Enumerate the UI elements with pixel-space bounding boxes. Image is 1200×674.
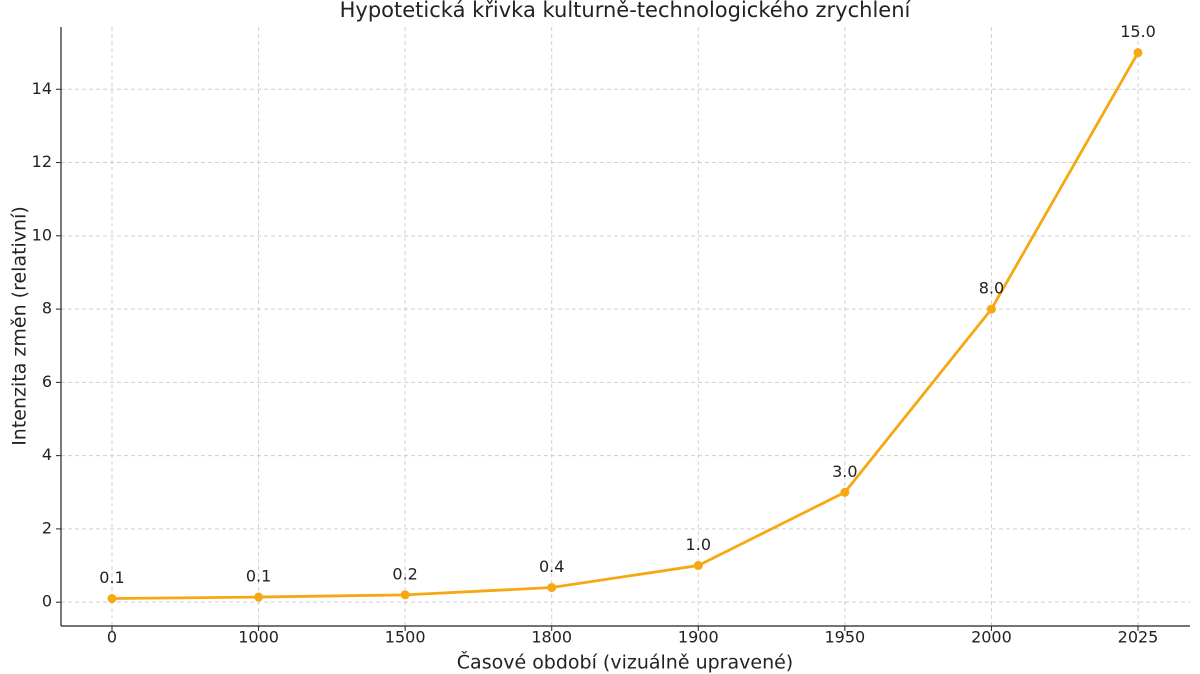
data-label: 3.0 [832, 462, 857, 481]
chart-title: Hypotetická křivka kulturně-technologick… [340, 0, 912, 22]
data-label: 8.0 [979, 279, 1004, 298]
y-tick-label: 2 [42, 518, 52, 537]
x-tick-label: 1800 [531, 628, 572, 647]
y-axis-label: Intenzita změn (relativní) [9, 206, 31, 446]
point [254, 592, 264, 602]
y-tick-label: 12 [32, 152, 52, 171]
point [107, 594, 117, 604]
y-tick-label: 14 [32, 79, 52, 98]
x-axis-label: Časové období (vizuálně upravené) [457, 650, 793, 674]
data-label: 0.2 [392, 564, 417, 583]
y-tick-label: 4 [42, 445, 52, 464]
point [986, 304, 996, 314]
data-label: 0.1 [99, 568, 124, 587]
x-tick-label: 2000 [971, 628, 1012, 647]
y-tick-label: 10 [32, 225, 52, 244]
y-tick-label: 0 [42, 592, 52, 611]
x-tick-label: 2025 [1118, 628, 1159, 647]
point [840, 487, 850, 497]
y-tick-label: 8 [42, 299, 52, 318]
point [547, 583, 557, 593]
data-label: 0.1 [246, 567, 271, 586]
data-label: 0.4 [539, 557, 564, 576]
data-label: 1.0 [686, 535, 711, 554]
x-tick-label: 1500 [385, 628, 426, 647]
point [400, 590, 410, 600]
x-tick-label: 0 [107, 628, 117, 647]
x-tick-label: 1000 [238, 628, 279, 647]
y-tick-label: 6 [42, 372, 52, 391]
x-tick-label: 1900 [678, 628, 719, 647]
data-label: 15.0 [1120, 22, 1156, 41]
point [693, 561, 703, 571]
x-tick-label: 1950 [824, 628, 865, 647]
point [1133, 48, 1143, 58]
line [111, 51, 1140, 600]
